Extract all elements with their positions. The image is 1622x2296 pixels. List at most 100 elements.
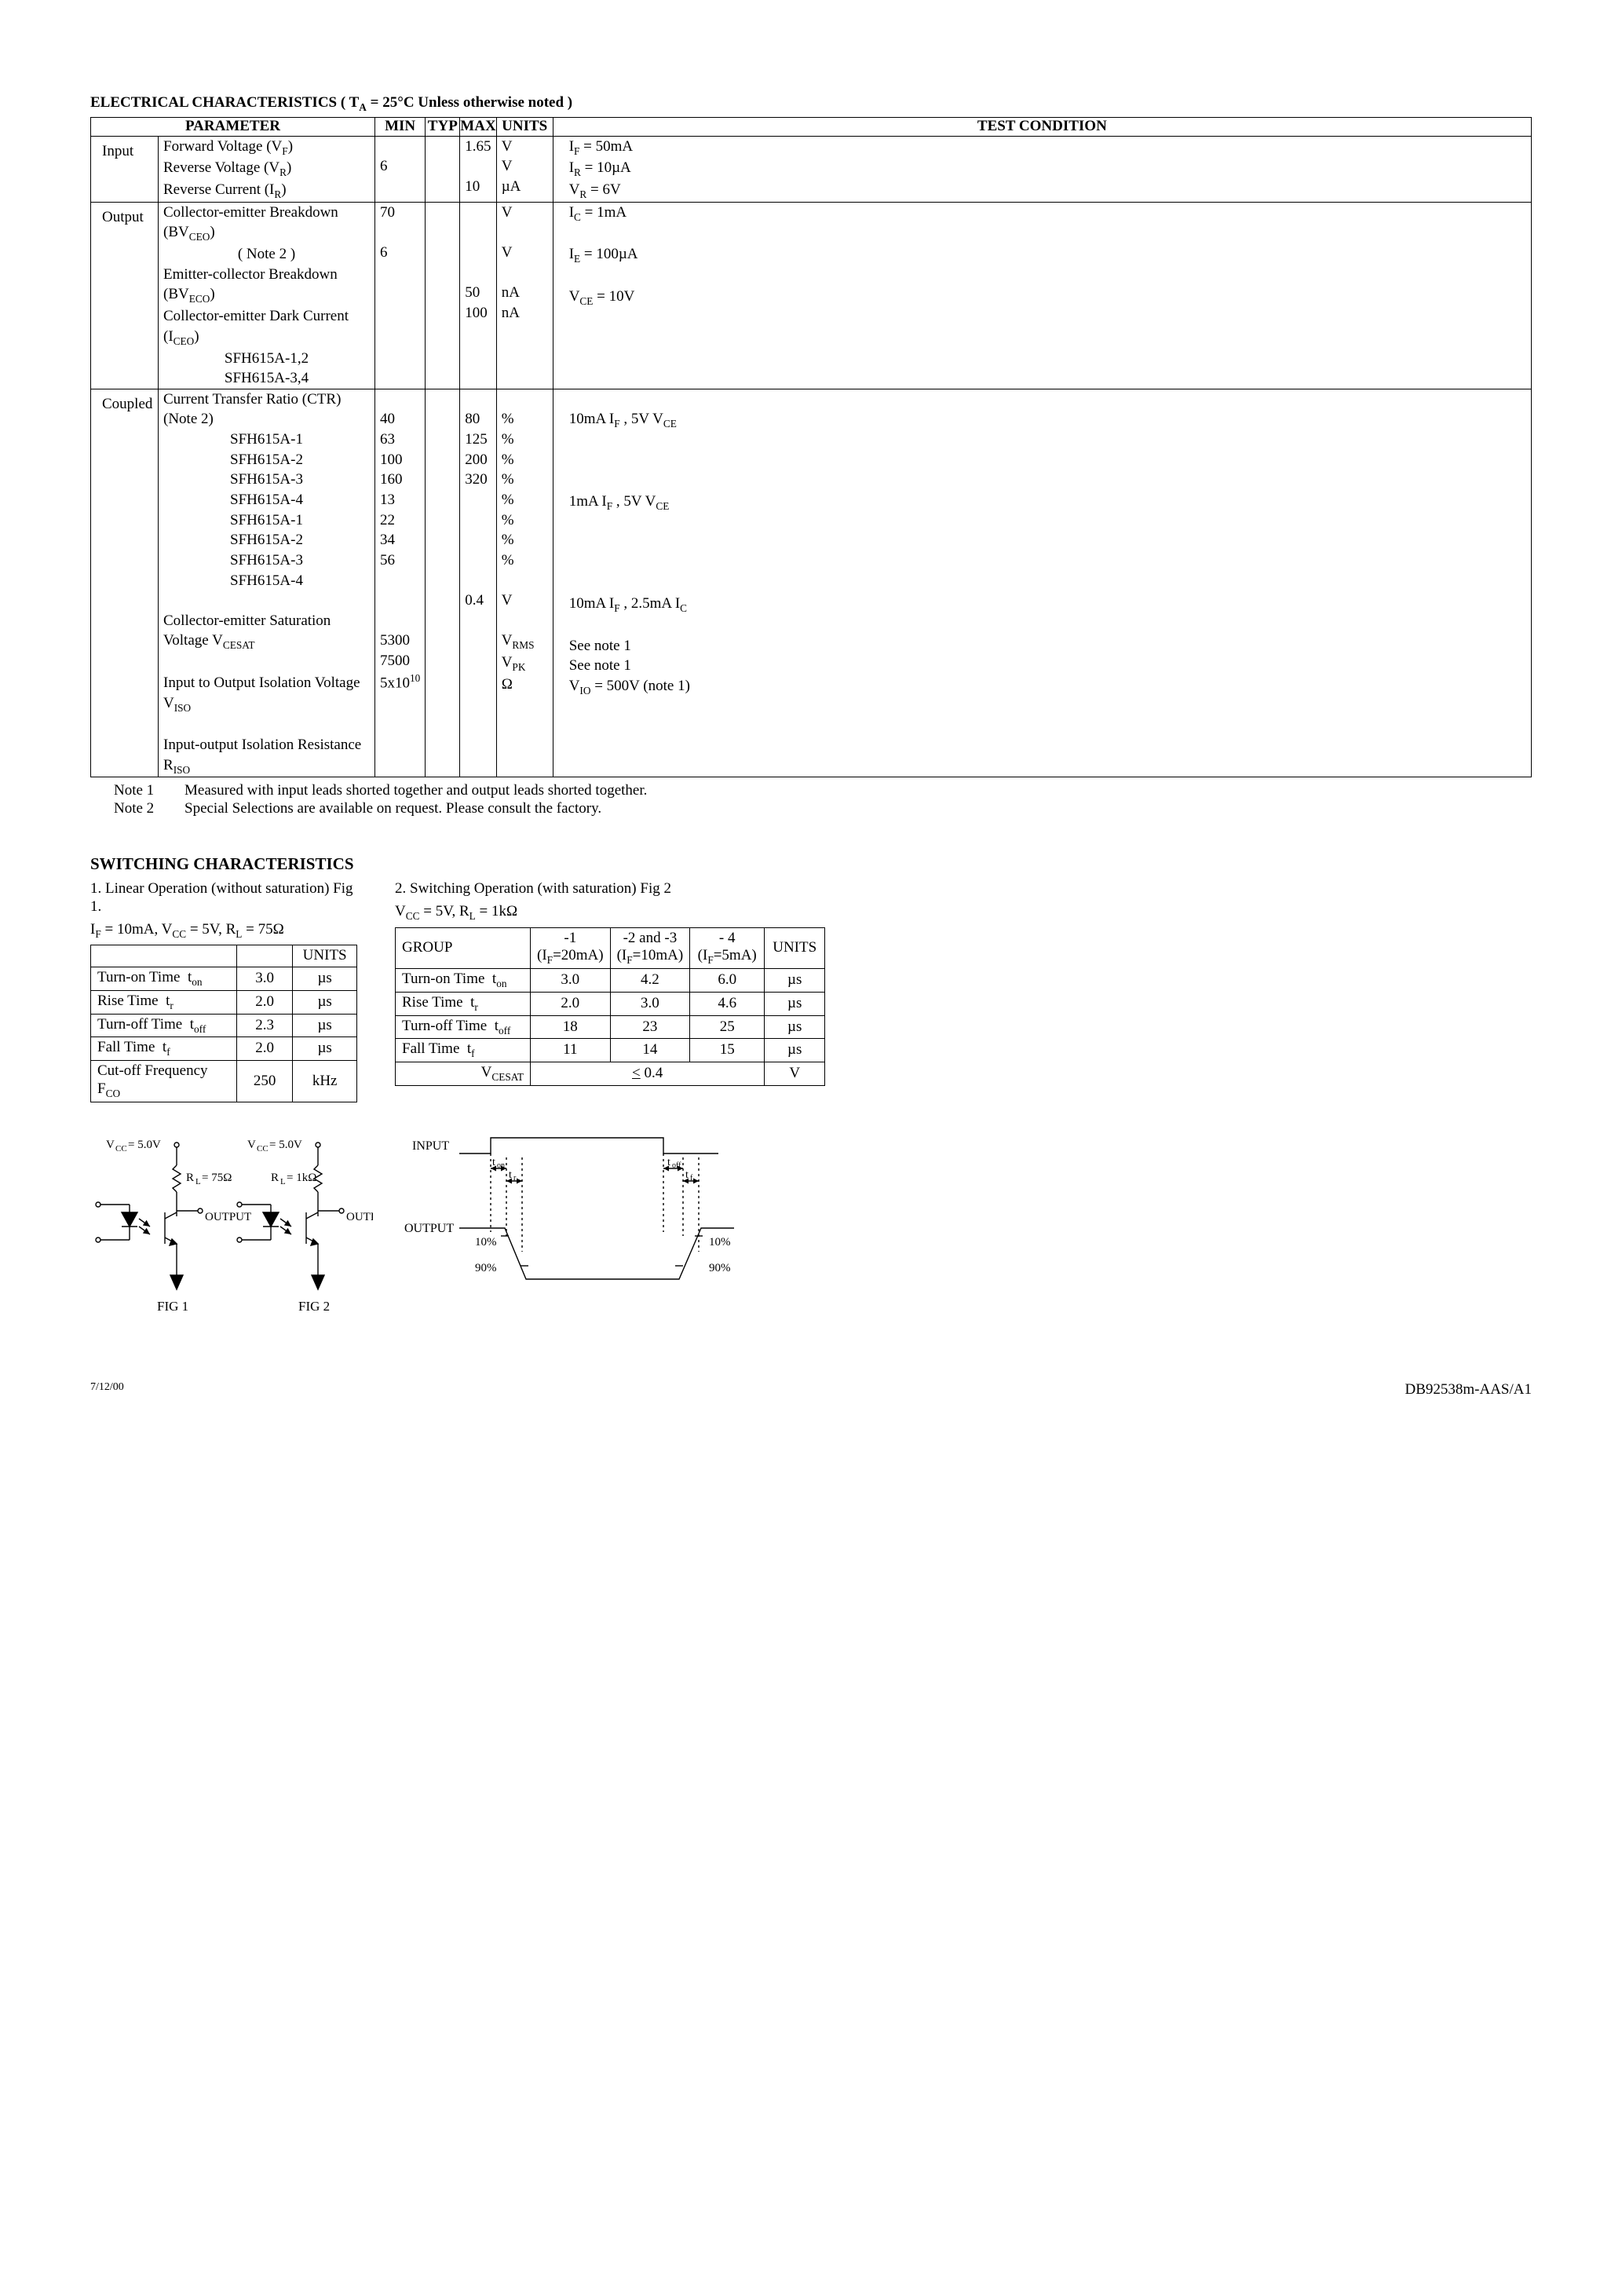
ec-cell <box>375 177 425 197</box>
svg-text:90%: 90% <box>475 1262 497 1274</box>
svg-text:FIG 2: FIG 2 <box>298 1299 330 1314</box>
hdr-typ: TYP <box>426 117 460 136</box>
ec-cell <box>460 550 495 571</box>
ec-cell <box>426 671 459 692</box>
ec-cell: SFH615A-1 <box>159 510 374 531</box>
ec-cell: 34 <box>375 530 425 550</box>
sw1-row: Turn-off Time toff2.3µs <box>91 1014 357 1037</box>
ec-cell: 0.4 <box>460 590 495 611</box>
ec-cell <box>460 490 495 510</box>
ec-cell: 70 <box>375 203 425 223</box>
ec-cell <box>375 222 425 243</box>
sw2-row: Turn-off Time toff182325µs <box>396 1015 825 1039</box>
ec-cell: SFH615A-4 <box>159 571 374 591</box>
ec-cell <box>460 651 495 671</box>
ec-cell <box>426 450 459 470</box>
svg-text:10%: 10% <box>475 1236 497 1249</box>
ec-cell: Input to Output Isolation Voltage VISO <box>159 673 374 715</box>
ec-cell: SFH615A-3,4 <box>159 368 374 389</box>
ec-cell: Collector-emitter Saturation Voltage VCE… <box>159 611 374 653</box>
ec-cell <box>553 514 1531 534</box>
ec-cell <box>497 389 553 410</box>
sw1-table: UNITS Turn-on Time ton3.0µsRise Time tr2… <box>90 945 357 1102</box>
ec-cell: 5x1010 <box>375 671 425 693</box>
svg-text:OUTPUT: OUTPUT <box>346 1211 373 1223</box>
svg-text:L: L <box>195 1177 201 1186</box>
ec-cell: V <box>497 590 553 611</box>
ec-cell: VRMS <box>497 631 553 653</box>
ec-cell: 1mA IF , 5V VCE <box>553 492 1531 514</box>
sw1-row: Turn-on Time ton3.0µs <box>91 967 357 991</box>
ec-cell: 10mA IF , 5V VCE <box>553 409 1531 431</box>
ec-cell <box>426 651 459 671</box>
ec-cell: 13 <box>375 490 425 510</box>
svg-text:R: R <box>186 1172 194 1184</box>
ec-cell <box>426 590 459 611</box>
ec-cell <box>553 554 1531 574</box>
hdr-max: MAX <box>460 117 496 136</box>
svg-text:R: R <box>271 1172 279 1184</box>
ec-cell: 10 <box>460 177 495 197</box>
ec-cell <box>460 156 495 177</box>
ec-cell <box>375 303 425 324</box>
sw1-row: Cut-off Frequency FCO250kHz <box>91 1061 357 1102</box>
ec-cell: IE = 100µA <box>553 244 1531 266</box>
ec-cell: VIO = 500V (note 1) <box>553 676 1531 698</box>
svg-text:V: V <box>106 1139 115 1151</box>
ec-cell: IR = 10µA <box>553 158 1531 180</box>
ec-cell <box>553 533 1531 554</box>
svg-text:t: t <box>667 1157 670 1168</box>
timing-diagram: INPUT ton tr toff <box>404 1134 742 1334</box>
svg-text:CC: CC <box>115 1144 127 1153</box>
ec-cell: V <box>497 203 553 223</box>
ec-cell: Ω <box>497 675 553 695</box>
svg-text:t: t <box>509 1169 512 1181</box>
sw2-row: Rise Time tr2.03.04.6µs <box>396 992 825 1015</box>
ec-cell <box>460 510 495 531</box>
sw1-intro1: 1. Linear Operation (without saturation)… <box>90 880 357 916</box>
ec-cell <box>426 303 459 324</box>
footer-doc-id: DB92538m-AAS/A1 <box>1405 1381 1532 1399</box>
ec-cell <box>553 389 1531 410</box>
ec-cell <box>460 389 495 410</box>
sw2-row: Turn-on Time ton3.04.26.0µs <box>396 969 825 993</box>
ec-cell <box>426 409 459 430</box>
svg-text:CC: CC <box>257 1144 269 1153</box>
ec-cell <box>426 222 459 243</box>
ec-cell <box>426 631 459 651</box>
svg-text:OUTPUT: OUTPUT <box>205 1211 251 1223</box>
sw2-intro2: VCC = 5V, RL = 1kΩ <box>395 903 1532 923</box>
svg-text:FIG 1: FIG 1 <box>157 1299 188 1314</box>
footer-date: 7/12/00 <box>90 1381 124 1399</box>
ec-cell: SFH615A-1,2 <box>159 349 374 369</box>
ec-cell: VCE = 10V <box>553 287 1531 309</box>
ec-cell: 160 <box>375 470 425 490</box>
ec-cell <box>460 222 495 243</box>
ec-cell: % <box>497 450 553 470</box>
ec-cell <box>426 203 459 223</box>
group-output: Output <box>91 202 159 389</box>
svg-text:t: t <box>492 1157 495 1168</box>
ec-cell <box>497 222 553 243</box>
group-input: Input <box>91 136 159 202</box>
ec-cell <box>426 389 459 410</box>
sw1-units-hdr: UNITS <box>293 945 357 967</box>
ec-cell: V <box>497 243 553 263</box>
ec-cell <box>553 224 1531 244</box>
ec-cell: VPK <box>497 653 553 675</box>
ec-cell: Reverse Voltage (VR) <box>159 158 374 180</box>
ec-cell: SFH615A-3 <box>159 550 374 571</box>
ec-cell: 6 <box>375 156 425 177</box>
ec-cell: IF = 50mA <box>553 137 1531 159</box>
hdr-units: UNITS <box>496 117 553 136</box>
ec-cell <box>159 715 374 735</box>
svg-text:INPUT: INPUT <box>412 1139 449 1153</box>
ec-cell <box>460 263 495 283</box>
svg-text:L: L <box>280 1177 286 1186</box>
sw2-row: Fall Time tf111415µs <box>396 1039 825 1062</box>
ec-cell <box>497 263 553 283</box>
ec-cell: 40 <box>375 409 425 430</box>
ec-cell: % <box>497 550 553 571</box>
ec-cell: 80 <box>460 409 495 430</box>
sw2-intro1: 2. Switching Operation (with saturation)… <box>395 880 1532 898</box>
